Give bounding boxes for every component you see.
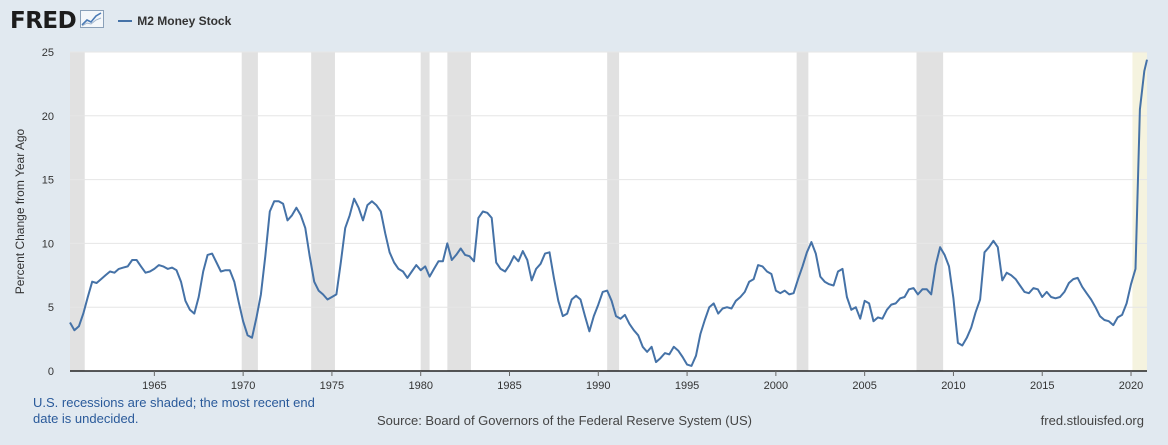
x-tick-label: 1980 [408,380,432,392]
recession-note: U.S. recessions are shaded; the most rec… [33,395,315,426]
recession-band [311,52,335,371]
series-line [69,59,1148,367]
header: FRED M2 Money Stock [10,7,231,35]
logo-text: FRED [10,8,77,34]
x-tick-label: 2000 [764,380,788,392]
y-tick-label: 0 [48,366,54,378]
x-tick-label: 2015 [1030,380,1054,392]
y-tick-label: 5 [48,302,54,314]
legend-swatch [118,20,133,22]
x-tick-label: 2020 [1119,380,1143,392]
x-tick-label: 1985 [497,380,521,392]
fred-logo[interactable]: FRED [10,8,105,34]
x-tick-label: 1990 [586,380,610,392]
y-tick-label: 25 [42,47,54,59]
y-axis-label: Percent Change from Year Ago [13,128,27,294]
recession-band [916,52,944,371]
recession-band [607,52,620,371]
recession-band [70,52,85,371]
x-tick-label: 1970 [231,380,255,392]
legend: M2 Money Stock [118,14,231,28]
recession-band [241,52,258,371]
recession-band [447,52,471,371]
recession-band [1132,52,1147,371]
x-tick-label: 1995 [675,380,699,392]
source-text: Source: Board of Governors of the Federa… [377,413,752,428]
x-tick-label: 1975 [320,380,344,392]
y-tick-label: 10 [42,238,54,250]
x-tick-label: 2005 [852,380,876,392]
fred-url-link[interactable]: fred.stlouisfed.org [1040,413,1144,428]
legend-series-label: M2 Money Stock [137,14,232,28]
y-tick-label: 20 [42,111,54,123]
chart-line-icon [80,9,105,33]
x-tick-label: 1965 [142,380,166,392]
recession-band [420,52,430,371]
recession-band [796,52,809,371]
y-tick-label: 15 [42,175,54,187]
x-tick-label: 2010 [941,380,965,392]
